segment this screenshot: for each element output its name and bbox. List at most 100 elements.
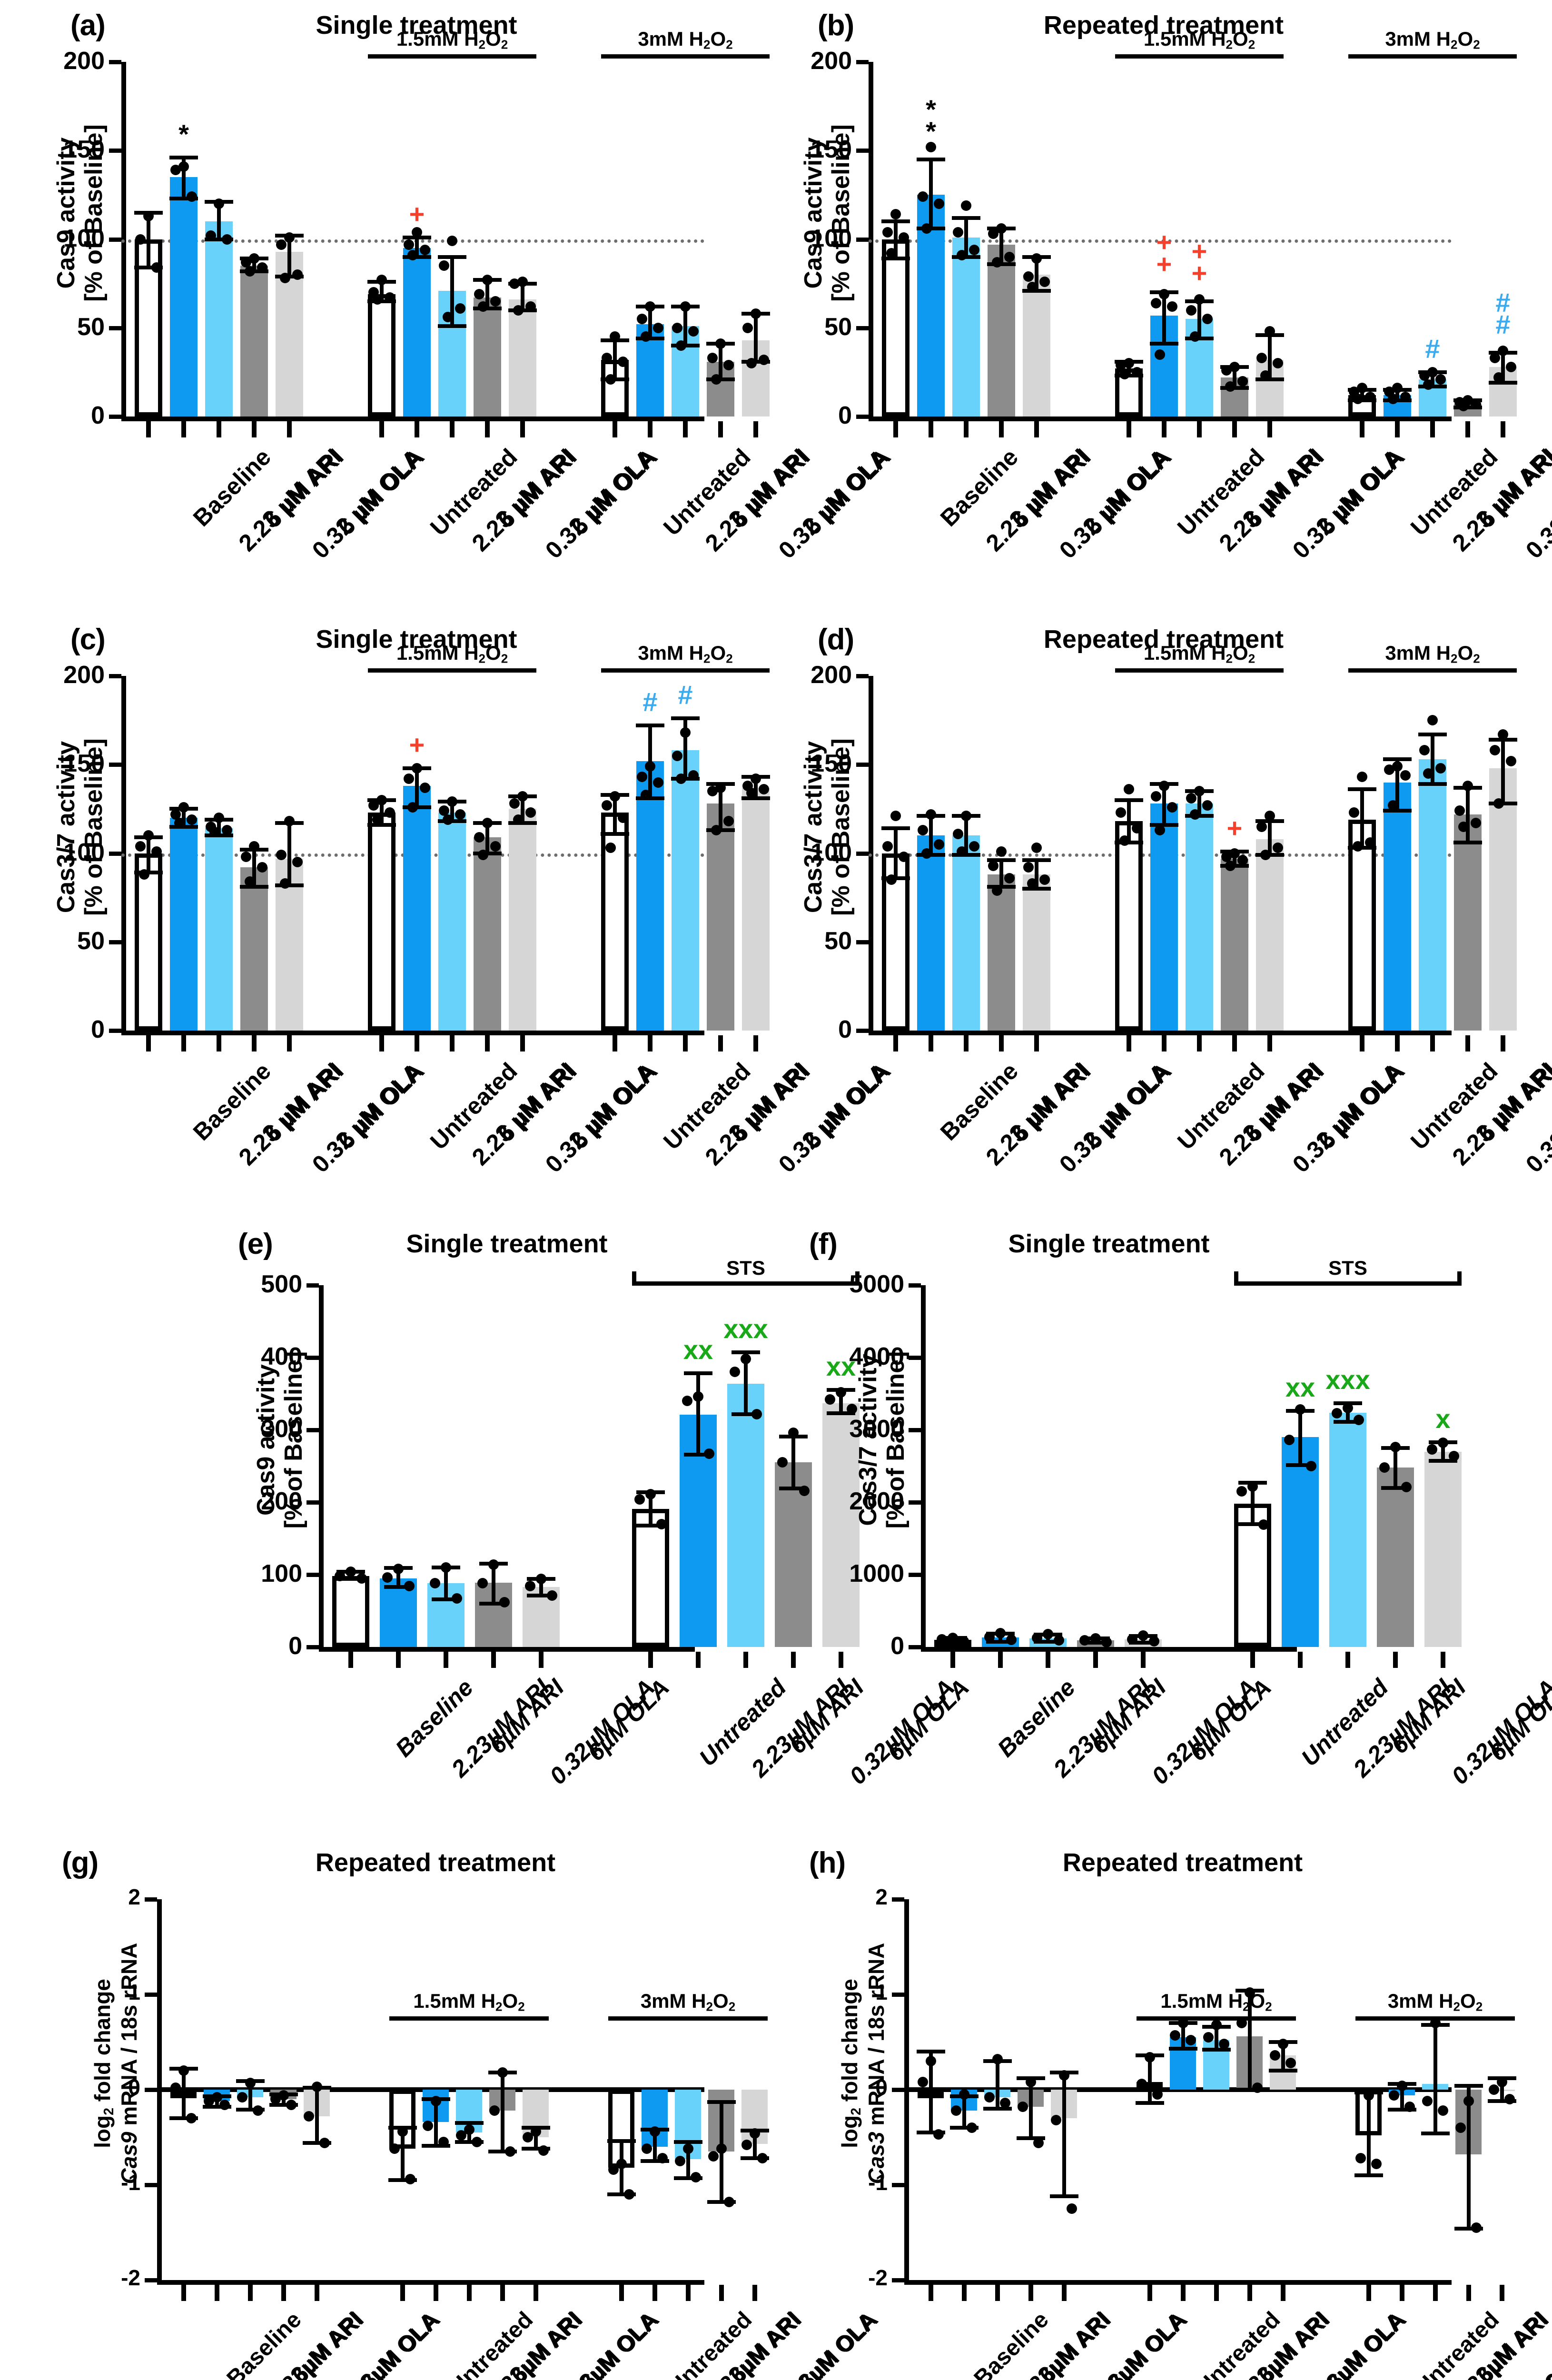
data-point-h-g0-4-1 (1051, 2115, 1061, 2125)
data-point-d-g1-0-0 (1124, 784, 1134, 795)
bar-b-g0-0 (882, 239, 909, 416)
x-tick-d-g2-3 (1465, 1035, 1470, 1051)
data-point-b-g0-0-3 (886, 248, 897, 259)
data-point-f-g1-0-1 (1236, 1486, 1247, 1497)
y-tick-label-a-2: 100 (63, 224, 105, 252)
data-point-f-g0-0-1 (936, 1634, 947, 1645)
x-tick-a-g2-4 (753, 421, 758, 437)
x-tick-a-g2-2 (683, 421, 688, 437)
error-cap-top-h-g2-3 (1454, 2084, 1483, 2088)
y-tick-label-f-3: 3000 (849, 1415, 904, 1443)
error-cap-bottom-d-g0-4 (1022, 887, 1051, 891)
data-point-f-g0-0-0 (948, 1632, 958, 1643)
x-tick-f-g1-3 (1393, 1652, 1398, 1668)
data-point-d-g1-3-2 (1237, 855, 1248, 866)
error-bar-a-g1-3 (485, 280, 489, 308)
data-point-b-g1-0-0 (1124, 358, 1134, 369)
data-point-d-g1-2-2 (1202, 800, 1213, 811)
error-bar-a-g1-0 (380, 281, 384, 301)
group-header-c-2: 3mM H2O2 (601, 642, 770, 673)
bar-d-g1-1 (1150, 803, 1178, 1031)
data-point-g-g0-4-1 (304, 2111, 314, 2122)
data-point-b-g2-2-3 (1423, 379, 1433, 390)
data-point-f-g0-4-0 (1138, 1630, 1148, 1641)
error-cap-bottom-h-g2-0 (1354, 2173, 1383, 2177)
error-cap-bottom-g-g2-0 (607, 2192, 636, 2196)
data-point-c-g2-4-2 (759, 784, 770, 795)
data-point-g-g1-0-1 (389, 2143, 400, 2154)
error-bar-c-g1-4 (521, 796, 524, 823)
error-bar-a-g1-1 (415, 237, 419, 257)
error-bar-h-g0-0 (929, 2052, 933, 2132)
bar-a-g1-0 (368, 294, 395, 416)
x-tick-d-g2-1 (1395, 1035, 1400, 1051)
data-point-a-g1-2-0 (447, 236, 457, 247)
x-tick-c-g2-2 (683, 1035, 688, 1051)
y-tick-b-3 (856, 149, 869, 153)
error-cap-bottom-g-g0-1 (202, 2105, 231, 2109)
data-point-g-g2-1-0 (649, 2126, 660, 2137)
x-tick-d-g0-3 (999, 1035, 1004, 1051)
y-tick-label-c-4: 200 (63, 661, 105, 689)
data-point-h-g2-1-1 (1389, 2090, 1399, 2101)
data-point-g-g0-1-0 (211, 2092, 222, 2102)
x-tick-a-g0-2 (217, 421, 221, 437)
data-point-h-g0-2-1 (984, 2092, 995, 2102)
error-bar-h-g2-0 (1366, 2092, 1371, 2175)
data-point-h-g0-0-2 (933, 2129, 944, 2140)
data-point-d-g2-4-0 (1498, 729, 1508, 740)
data-point-e-g1-0-2 (656, 1518, 667, 1529)
x-axis-a (121, 416, 704, 421)
data-point-d-g0-0-3 (886, 874, 897, 885)
error-bar-d-g1-0 (1127, 800, 1131, 843)
y-tick-a-3 (109, 149, 121, 153)
bar-d-g0-4 (1023, 874, 1050, 1031)
x-tick-c-g1-0 (379, 1035, 384, 1051)
significance-f-g1-1: xx (1285, 1372, 1315, 1403)
error-cap-top-d-g1-0 (1115, 798, 1143, 802)
data-point-h-g1-1-2 (1186, 2035, 1196, 2045)
error-bar-h-g1-0 (1147, 2055, 1152, 2103)
y-tick-a-1 (109, 326, 121, 330)
error-bar-d-g2-2 (1431, 734, 1434, 784)
data-point-f-g1-2-1 (1331, 1408, 1342, 1419)
group-header-rule-d-2 (1348, 668, 1517, 673)
y-tick-g-0 (145, 2278, 157, 2282)
data-point-c-g2-0-3 (605, 843, 616, 853)
data-point-a-g0-3-0 (249, 253, 259, 264)
error-bar-d-g0-3 (999, 860, 1003, 887)
bar-c-g2-3 (707, 803, 734, 1031)
data-point-d-g2-2-1 (1419, 745, 1430, 756)
x-tick-d-g1-2 (1197, 1035, 1202, 1051)
bar-d-g2-0 (1348, 819, 1376, 1031)
data-point-h-g1-1-0 (1177, 2018, 1188, 2028)
error-bar-d-g2-3 (1466, 787, 1470, 843)
x-tick-a-g1-2 (450, 421, 455, 437)
data-point-d-g1-3-0 (1229, 848, 1240, 859)
data-point-c-g2-3-2 (723, 816, 734, 827)
data-point-c-g1-4-1 (509, 798, 520, 809)
y-tick-b-0 (856, 415, 869, 419)
data-point-h-g2-3-2 (1471, 2222, 1482, 2233)
group-header-text-e-1: STS (726, 1257, 765, 1279)
data-point-b-g2-4-1 (1489, 353, 1500, 364)
data-point-c-g1-0-3 (372, 814, 383, 825)
data-point-g-g0-3-1 (270, 2094, 281, 2104)
x-tick-b-g0-1 (929, 421, 933, 437)
data-point-b-g1-3-3 (1225, 381, 1236, 392)
data-point-h-g2-0-1 (1355, 2153, 1366, 2163)
data-point-e-g0-2-1 (429, 1578, 440, 1589)
error-cap-top-b-g0-2 (952, 216, 980, 220)
data-point-e-g0-3-0 (488, 1559, 499, 1570)
y-tick-label-e-1: 100 (261, 1560, 302, 1587)
x-tick-e-g1-1 (696, 1652, 701, 1668)
error-bar-c-g2-4 (754, 777, 758, 798)
data-point-g-g0-3-2 (286, 2100, 297, 2110)
data-point-d-g2-3-0 (1463, 780, 1473, 791)
error-cap-bottom-h-g0-4 (1049, 2194, 1078, 2198)
bar-c-g0-4 (276, 858, 303, 1031)
error-bar-b-g2-0 (1360, 390, 1364, 401)
error-cap-top-g-g1-2 (455, 2121, 484, 2125)
error-bar-c-g0-0 (147, 837, 150, 873)
x-tick-g-g1-4 (533, 2285, 538, 2301)
